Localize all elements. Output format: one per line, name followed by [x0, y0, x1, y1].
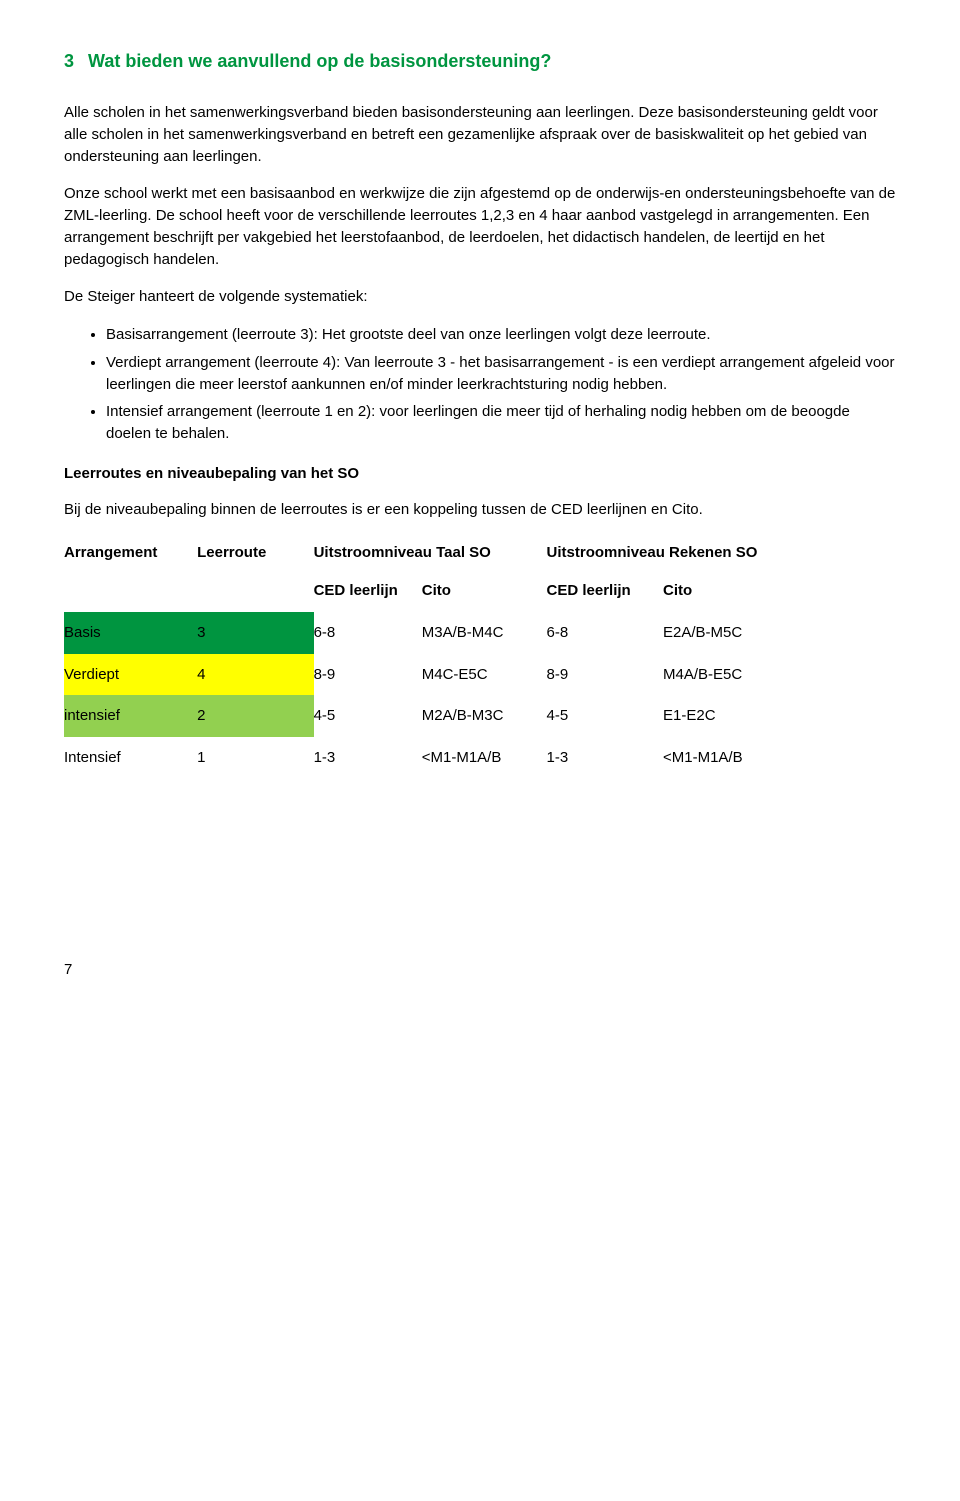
cell-taal-cito: M4C-E5C: [422, 654, 547, 696]
table-subheader: Cito: [663, 570, 896, 612]
list-item: Basisarrangement (leerroute 3): Het groo…: [106, 324, 896, 346]
table-subheader: CED leerlijn: [547, 570, 663, 612]
levels-table: Arrangement Leerroute Uitstroomniveau Ta…: [64, 536, 896, 779]
subheading-1: Leerroutes en niveaubepaling van het SO: [64, 463, 896, 485]
table-subheader: Cito: [422, 570, 547, 612]
cell-arrangement: intensief: [64, 695, 197, 737]
cell-arrangement: Verdiept: [64, 654, 197, 696]
table-header: Leerroute: [197, 536, 313, 570]
cell-route: 3: [197, 612, 313, 654]
cell-taal-cito: <M1-M1A/B: [422, 737, 547, 779]
cell-taal-ced: 4-5: [314, 695, 422, 737]
paragraph-1: Alle scholen in het samenwerkingsverband…: [64, 102, 896, 167]
cell-rek-ced: 6-8: [547, 612, 663, 654]
cell-rek-cito: E1-E2C: [663, 695, 896, 737]
section-heading: 3 Wat bieden we aanvullend op de basisond…: [64, 48, 896, 74]
cell-rek-ced: 8-9: [547, 654, 663, 696]
table-header-row: Arrangement Leerroute Uitstroomniveau Ta…: [64, 536, 896, 570]
table-row: Verdiept 4 8-9 M4C-E5C 8-9 M4A/B-E5C: [64, 654, 896, 696]
cell-rek-cito: <M1-M1A/B: [663, 737, 896, 779]
page-number: 7: [64, 959, 896, 981]
cell-rek-cito: M4A/B-E5C: [663, 654, 896, 696]
cell-rek-ced: 1-3: [547, 737, 663, 779]
section-number: 3: [64, 48, 74, 74]
table-row: Basis 3 6-8 M3A/B-M4C 6-8 E2A/B-M5C: [64, 612, 896, 654]
table-header: Uitstroomniveau Rekenen SO: [547, 536, 896, 570]
cell-taal-cito: M2A/B-M3C: [422, 695, 547, 737]
list-item: Intensief arrangement (leerroute 1 en 2)…: [106, 401, 896, 445]
paragraph-2: Onze school werkt met een basisaanbod en…: [64, 183, 896, 270]
cell-arrangement: Intensief: [64, 737, 197, 779]
cell-taal-ced: 8-9: [314, 654, 422, 696]
cell-arrangement: Basis: [64, 612, 197, 654]
cell-rek-cito: E2A/B-M5C: [663, 612, 896, 654]
table-header: Arrangement: [64, 536, 197, 570]
table-subheader-row: CED leerlijn Cito CED leerlijn Cito: [64, 570, 896, 612]
cell-route: 4: [197, 654, 313, 696]
paragraph-4: Bij de niveaubepaling binnen de leerrout…: [64, 499, 896, 521]
cell-taal-ced: 1-3: [314, 737, 422, 779]
bullet-list: Basisarrangement (leerroute 3): Het groo…: [64, 324, 896, 445]
section-title: Wat bieden we aanvullend op de basisonde…: [88, 51, 551, 71]
cell-route: 2: [197, 695, 313, 737]
paragraph-3: De Steiger hanteert de volgende systemat…: [64, 286, 896, 308]
list-item: Verdiept arrangement (leerroute 4): Van …: [106, 352, 896, 396]
table-subheader: CED leerlijn: [314, 570, 422, 612]
table-row: Intensief 1 1-3 <M1-M1A/B 1-3 <M1-M1A/B: [64, 737, 896, 779]
table-header: Uitstroomniveau Taal SO: [314, 536, 547, 570]
cell-taal-cito: M3A/B-M4C: [422, 612, 547, 654]
cell-rek-ced: 4-5: [547, 695, 663, 737]
table-row: intensief 2 4-5 M2A/B-M3C 4-5 E1-E2C: [64, 695, 896, 737]
cell-taal-ced: 6-8: [314, 612, 422, 654]
cell-route: 1: [197, 737, 313, 779]
